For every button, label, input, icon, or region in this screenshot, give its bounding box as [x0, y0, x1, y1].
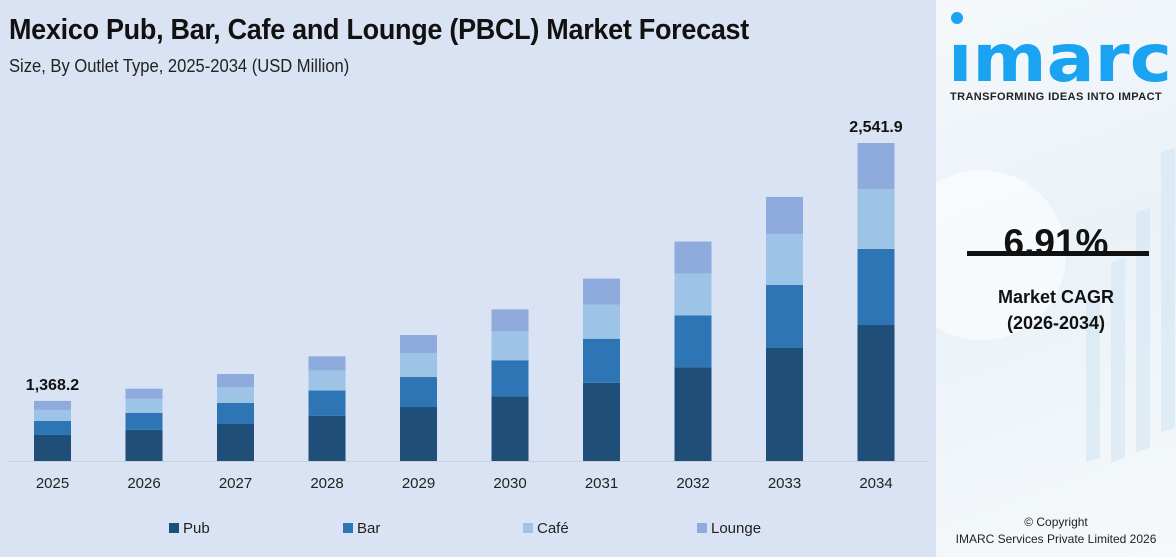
bar-segment-bar-2033 — [766, 284, 803, 348]
bar-segment-caf-2031 — [583, 304, 620, 339]
bar-segment-bar-2025 — [34, 420, 71, 435]
bar-segment-pub-2033 — [766, 347, 803, 461]
copyright-line-1: © Copyright — [1024, 515, 1088, 529]
bar-segment-pub-2029 — [400, 407, 437, 461]
bar-segment-bar-2032 — [674, 315, 712, 368]
bar-segment-pub-2030 — [491, 396, 529, 461]
bar-segment-caf-2028 — [308, 370, 346, 391]
cagr-value: 6.91% — [1003, 222, 1109, 263]
copyright-line-2: IMARC Services Private Limited 2026 — [955, 532, 1157, 546]
data-label-2025: 1,368.2 — [26, 377, 79, 394]
legend-swatch-lounge — [697, 523, 707, 533]
legend-label: Bar — [357, 520, 380, 537]
imarc-logo: ımarc — [948, 12, 1172, 88]
legend-swatch-caf — [523, 523, 533, 533]
bar-segment-pub-2034 — [857, 325, 895, 461]
bar-segment-caf-2025 — [34, 409, 71, 421]
legend-swatch-bar — [343, 523, 353, 533]
bar-segment-bar-2030 — [491, 360, 529, 397]
bar-segment-bar-2028 — [308, 390, 346, 416]
bar-segment-caf-2033 — [766, 233, 803, 285]
x-tick-label: 2034 — [859, 475, 892, 492]
bar-segment-caf-2030 — [491, 331, 529, 361]
bar-segment-pub-2031 — [583, 382, 620, 461]
bar-segment-pub-2028 — [308, 415, 346, 461]
bar-segment-pub-2025 — [34, 434, 71, 461]
cagr-period: (2026-2034) — [1006, 313, 1106, 333]
legend-swatch-pub — [169, 523, 179, 533]
copyright: © Copyright IMARC Services Private Limit… — [936, 514, 1176, 548]
chart-subtitle: Size, By Outlet Type, 2025-2034 (USD Mil… — [9, 56, 350, 76]
bar-segment-lounge-2032 — [674, 241, 712, 274]
bar-segment-bar-2026 — [125, 412, 163, 430]
cagr-divider — [967, 251, 1149, 256]
bar-segment-caf-2034 — [857, 189, 895, 249]
bar-segment-lounge-2026 — [125, 388, 163, 399]
bar-segment-pub-2032 — [674, 367, 712, 461]
x-tick-label: 2030 — [493, 475, 526, 492]
x-tick-label: 2026 — [127, 475, 160, 492]
bar-segment-bar-2034 — [857, 249, 895, 326]
legend-label: Pub — [183, 520, 210, 537]
logo-wordmark: ımarc — [948, 20, 1172, 88]
bar-segment-bar-2031 — [583, 338, 620, 383]
logo-tagline: TRANSFORMING IDEAS INTO IMPACT — [950, 91, 1163, 103]
bar-segment-lounge-2033 — [766, 196, 803, 234]
stacked-bar-chart: 2025 1,368.2 2026 2027 2028 2029 2030 2031 2032 2… — [8, 119, 928, 537]
bar-segment-bar-2029 — [400, 377, 437, 408]
data-label-2034: 2,541.9 — [849, 119, 902, 136]
bar-segment-pub-2026 — [125, 429, 163, 461]
cagr-label: Market CAGR — [997, 287, 1115, 307]
bar-segment-caf-2027 — [217, 386, 254, 403]
info-sidebar: ımarc TRANSFORMING IDEAS INTO IMPACT 6.9… — [936, 0, 1176, 557]
bar-segment-lounge-2029 — [400, 335, 437, 354]
chart-title: Mexico Pub, Bar, Cafe and Lounge (PBCL) … — [9, 14, 749, 46]
bar-segment-lounge-2034 — [857, 143, 895, 190]
bar-segment-caf-2029 — [400, 353, 437, 378]
x-tick-label: 2029 — [402, 475, 435, 492]
bar-segment-caf-2032 — [674, 273, 712, 316]
cagr-label-block: Market CAGR (2026-2034) — [936, 284, 1176, 336]
bar-segment-lounge-2031 — [583, 278, 620, 305]
x-tick-label: 2025 — [36, 475, 69, 492]
x-tick-label: 2033 — [768, 475, 801, 492]
legend-label: Café — [537, 520, 569, 537]
x-tick-label: 2028 — [310, 475, 343, 492]
bar-segment-bar-2027 — [217, 402, 254, 424]
bar-segment-pub-2027 — [217, 423, 254, 461]
bar-segment-caf-2026 — [125, 398, 163, 413]
chart-panel: Mexico Pub, Bar, Cafe and Lounge (PBCL) … — [8, 14, 928, 537]
bar-segment-lounge-2025 — [34, 400, 71, 410]
bar-segment-lounge-2028 — [308, 356, 346, 371]
legend-label: Lounge — [711, 520, 761, 537]
bar-segment-lounge-2027 — [217, 373, 254, 387]
x-tick-label: 2032 — [676, 475, 709, 492]
bar-segment-lounge-2030 — [491, 309, 529, 332]
x-tick-label: 2031 — [585, 475, 618, 492]
x-tick-label: 2027 — [219, 475, 252, 492]
